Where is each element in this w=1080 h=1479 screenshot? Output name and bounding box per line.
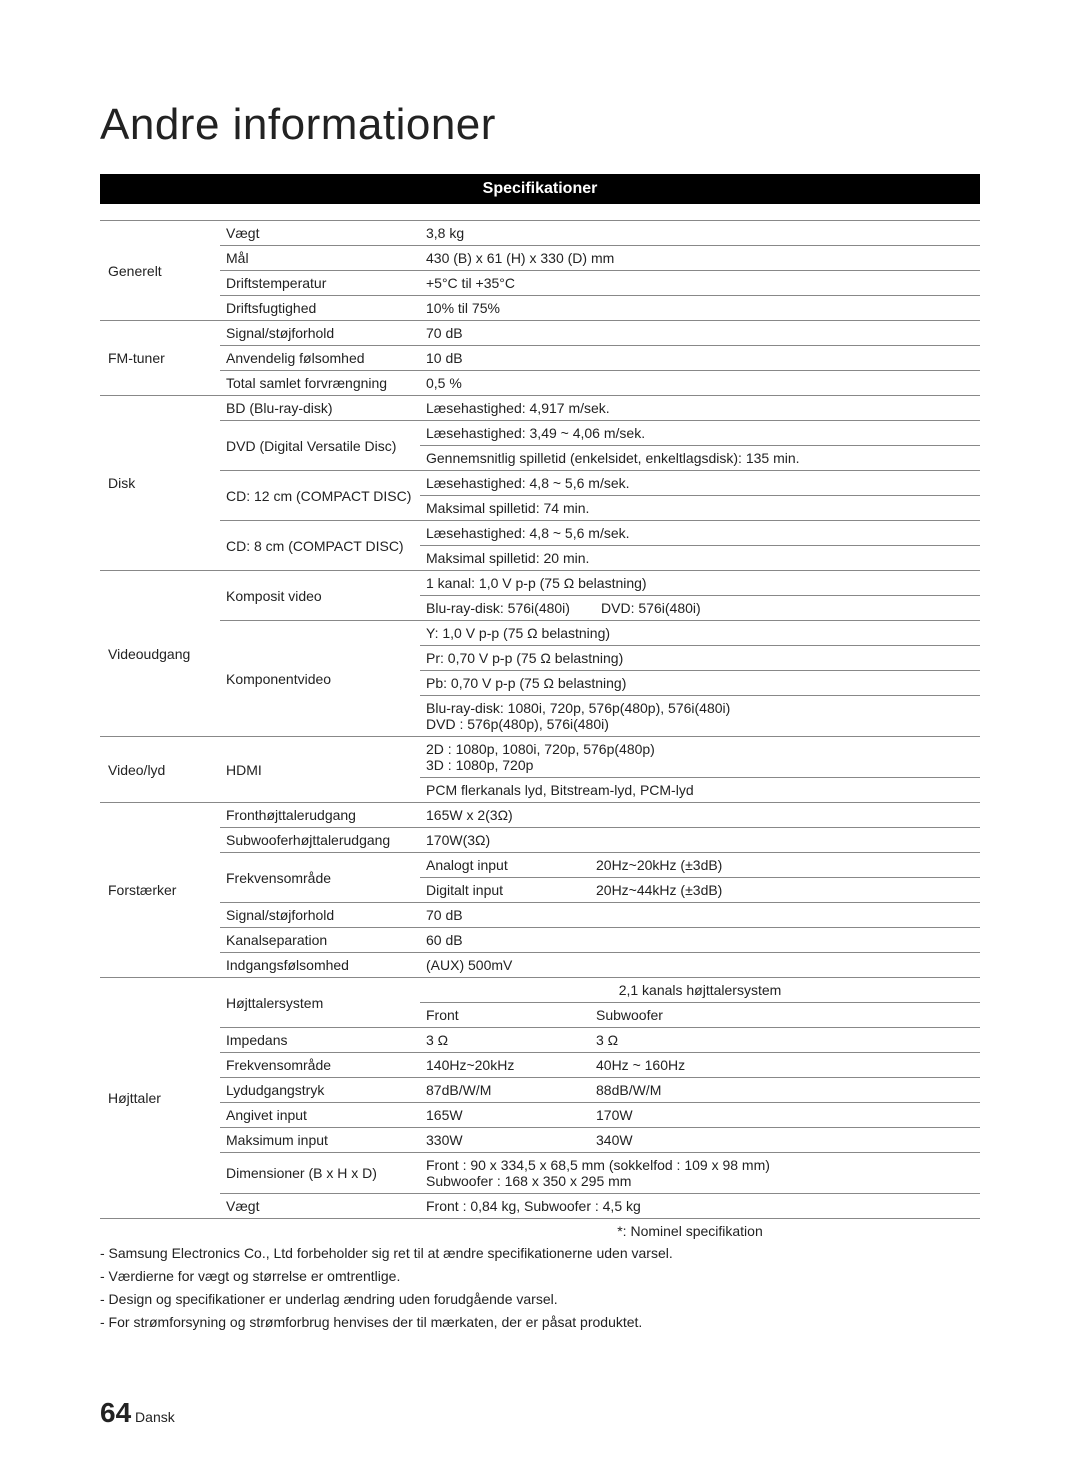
row-label: Vægt: [220, 221, 420, 246]
row-value: Læsehastighed: 4,917 m/sek.: [420, 396, 980, 421]
row-label: Driftsfugtighed: [220, 296, 420, 321]
row-value: 20Hz~44kHz (±3dB): [590, 878, 980, 903]
row-label: Signal/støjforhold: [220, 903, 420, 928]
row-label: Angivet input: [220, 1103, 420, 1128]
row-value: Front : 0,84 kg, Subwoofer : 4,5 kg: [420, 1194, 980, 1219]
row-value: Pb: 0,70 V p-p (75 Ω belastning): [420, 671, 980, 696]
row-value: 170W(3Ω): [420, 828, 980, 853]
row-sublabel: Analogt input: [420, 853, 590, 878]
row-label: Fronthøjttalerudgang: [220, 803, 420, 828]
row-label: Driftstemperatur: [220, 271, 420, 296]
cat-generelt: Generelt: [100, 221, 220, 321]
row-value: Maksimal spilletid: 74 min.: [420, 496, 980, 521]
row-label: Komposit video: [220, 571, 420, 621]
col-head-front: Front: [420, 1003, 590, 1028]
row-value: (AUX) 500mV: [420, 953, 980, 978]
row-label: Signal/støjforhold: [220, 321, 420, 346]
row-label: Frekvensområde: [220, 1053, 420, 1078]
cat-videoaudio: Video/lyd: [100, 737, 220, 803]
row-label: Anvendelig følsomhed: [220, 346, 420, 371]
row-value: 430 (B) x 61 (H) x 330 (D) mm: [420, 246, 980, 271]
row-label: Dimensioner (B x H x D): [220, 1153, 420, 1194]
row-value: 2D : 1080p, 1080i, 720p, 576p(480p) 3D :…: [420, 737, 980, 778]
row-value: 3 Ω: [420, 1028, 590, 1053]
cat-speaker: Højttaler: [100, 978, 220, 1219]
row-label: Kanalseparation: [220, 928, 420, 953]
row-line: DVD : 576p(480p), 576i(480i): [426, 716, 974, 732]
row-line: Blu-ray-disk: 1080i, 720p, 576p(480p), 5…: [426, 700, 974, 716]
footer: 64 Dansk: [100, 1397, 175, 1429]
row-value: 87dB/W/M: [420, 1078, 590, 1103]
cat-disk: Disk: [100, 396, 220, 571]
row-label: Maksimum input: [220, 1128, 420, 1153]
row-value: 3,8 kg: [420, 221, 980, 246]
note-line: - Samsung Electronics Co., Ltd forbehold…: [100, 1243, 980, 1264]
row-label: Impedans: [220, 1028, 420, 1053]
row-value: 10% til 75%: [420, 296, 980, 321]
row-value: Læsehastighed: 3,49 ~ 4,06 m/sek.: [420, 421, 980, 446]
footer-lang: Dansk: [135, 1409, 175, 1425]
row-value: 10 dB: [420, 346, 980, 371]
row-value: 1 kanal: 1,0 V p-p (75 Ω belastning): [420, 571, 980, 596]
cat-fm: FM-tuner: [100, 321, 220, 396]
page-title: Andre informationer: [100, 100, 980, 150]
row-label: Frekvensområde: [220, 853, 420, 903]
col-head-sub: Subwoofer: [590, 1003, 980, 1028]
section-header: Specifikationer: [100, 174, 980, 204]
row-value: Maksimal spilletid: 20 min.: [420, 546, 980, 571]
note-line: - For strømforsyning og strømforbrug hen…: [100, 1312, 980, 1333]
row-label: Højttalersystem: [220, 978, 420, 1028]
row-label: CD: 12 cm (COMPACT DISC): [220, 471, 420, 521]
row-label: Lydudgangstryk: [220, 1078, 420, 1103]
notes: - Samsung Electronics Co., Ltd forbehold…: [100, 1243, 980, 1333]
row-label: Total samlet forvrængning: [220, 371, 420, 396]
row-label: HDMI: [220, 737, 420, 803]
row-value: 70 dB: [420, 903, 980, 928]
row-label: Indgangsfølsomhed: [220, 953, 420, 978]
row-value: 40Hz ~ 160Hz: [590, 1053, 980, 1078]
row-line: 2D : 1080p, 1080i, 720p, 576p(480p): [426, 741, 974, 757]
row-value: 60 dB: [420, 928, 980, 953]
row-value: 0,5 %: [420, 371, 980, 396]
row-label: DVD (Digital Versatile Disc): [220, 421, 420, 471]
row-value: Læsehastighed: 4,8 ~ 5,6 m/sek.: [420, 521, 980, 546]
row-value: 340W: [590, 1128, 980, 1153]
row-value: Gennemsnitlig spilletid (enkelsidet, enk…: [420, 446, 980, 471]
row-label: Subwooferhøjttalerudgang: [220, 828, 420, 853]
page-number: 64: [100, 1397, 131, 1428]
row-value: 330W: [420, 1128, 590, 1153]
row-value: 170W: [590, 1103, 980, 1128]
row-label: Vægt: [220, 1194, 420, 1219]
row-value: 20Hz~20kHz (±3dB): [590, 853, 980, 878]
row-value: Blu-ray-disk: 1080i, 720p, 576p(480p), 5…: [420, 696, 980, 737]
footnote: *: Nominel specifikation: [100, 1223, 980, 1239]
row-value: 165W x 2(3Ω): [420, 803, 980, 828]
row-value: 3 Ω: [590, 1028, 980, 1053]
row-value: Pr: 0,70 V p-p (75 Ω belastning): [420, 646, 980, 671]
row-label: BD (Blu-ray-disk): [220, 396, 420, 421]
cat-amp: Forstærker: [100, 803, 220, 978]
row-value: PCM flerkanals lyd, Bitstream-lyd, PCM-l…: [420, 778, 980, 803]
row-value: 70 dB: [420, 321, 980, 346]
row-line: 3D : 1080p, 720p: [426, 757, 974, 773]
row-value: 2,1 kanals højttalersystem: [420, 978, 980, 1003]
row-label: Komponentvideo: [220, 621, 420, 737]
row-line: Front : 90 x 334,5 x 68,5 mm (sokkelfod …: [426, 1157, 974, 1173]
row-label: CD: 8 cm (COMPACT DISC): [220, 521, 420, 571]
row-value: Front : 90 x 334,5 x 68,5 mm (sokkelfod …: [420, 1153, 980, 1194]
row-value: 140Hz~20kHz: [420, 1053, 590, 1078]
row-value: 88dB/W/M: [590, 1078, 980, 1103]
row-sublabel: Digitalt input: [420, 878, 590, 903]
row-label: Mål: [220, 246, 420, 271]
cat-video: Videoudgang: [100, 571, 220, 737]
row-value: Blu-ray-disk: 576i(480i) DVD: 576i(480i): [420, 596, 980, 621]
row-line: Subwoofer : 168 x 350 x 295 mm: [426, 1173, 974, 1189]
row-value: 165W: [420, 1103, 590, 1128]
spec-table: Generelt Vægt 3,8 kg Mål 430 (B) x 61 (H…: [100, 220, 980, 1219]
row-value: +5°C til +35°C: [420, 271, 980, 296]
row-value: Y: 1,0 V p-p (75 Ω belastning): [420, 621, 980, 646]
note-line: - Design og specifikationer er underlag …: [100, 1289, 980, 1310]
row-value: Læsehastighed: 4,8 ~ 5,6 m/sek.: [420, 471, 980, 496]
note-line: - Værdierne for vægt og størrelse er omt…: [100, 1266, 980, 1287]
